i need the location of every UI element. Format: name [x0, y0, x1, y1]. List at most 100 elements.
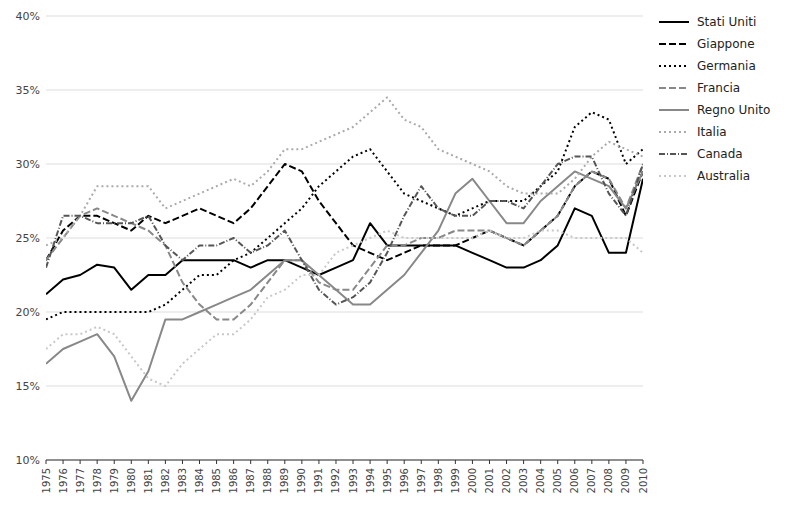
x-tick-label: 2009	[620, 468, 631, 493]
series-line	[46, 231, 643, 386]
x-tick	[250, 460, 251, 464]
x-tick	[80, 460, 81, 464]
y-tick-label: 10%	[16, 454, 40, 467]
x-tick	[421, 460, 422, 464]
x-tick-label: 1998	[433, 468, 444, 493]
x-tick-label: 1996	[399, 468, 410, 493]
grid-line	[46, 16, 643, 17]
x-tick	[574, 460, 575, 464]
x-tick	[284, 460, 285, 464]
x-tick	[131, 460, 132, 464]
legend-label: Germania	[697, 59, 756, 73]
x-tick-label: 2001	[484, 468, 495, 493]
x-tick-label: 1990	[296, 468, 307, 493]
legend-label: Francia	[697, 81, 740, 95]
x-tick-label: 1980	[126, 468, 137, 493]
x-tick	[165, 460, 166, 464]
series-line	[46, 179, 643, 294]
x-tick	[370, 460, 371, 464]
x-tick	[506, 460, 507, 464]
x-tick-label: 2002	[501, 468, 512, 493]
x-tick	[199, 460, 200, 464]
x-tick-label: 1984	[194, 468, 205, 493]
x-tick	[301, 460, 302, 464]
x-tick-label: 1993	[348, 468, 359, 493]
x-tick	[46, 460, 47, 464]
x-tick	[114, 460, 115, 464]
legend-label: Stati Uniti	[697, 15, 756, 29]
x-tick	[404, 460, 405, 464]
x-tick	[353, 460, 354, 464]
x-tick	[625, 460, 626, 464]
x-tick	[97, 460, 98, 464]
x-tick	[455, 460, 456, 464]
x-tick	[216, 460, 217, 464]
series-line	[46, 171, 643, 400]
x-tick	[63, 460, 64, 464]
grid-line	[46, 460, 643, 461]
x-tick-label: 1997	[416, 468, 427, 493]
x-tick-label: 1979	[109, 468, 120, 493]
y-axis: 10%15%20%25%30%35%40%	[16, 10, 643, 467]
lines	[46, 97, 643, 400]
grid-line	[46, 238, 643, 239]
x-tick	[233, 460, 234, 464]
grid-line	[46, 386, 643, 387]
x-tick	[591, 460, 592, 464]
x-tick-label: 2000	[467, 468, 478, 493]
legend-swatch	[659, 87, 689, 89]
chart: 10%15%20%25%30%35%40%1975197619771978197…	[0, 0, 793, 512]
x-tick	[182, 460, 183, 464]
legend-label: Italia	[697, 125, 727, 139]
x-tick-label: 1992	[330, 468, 341, 493]
x-axis: 1975 1976 1977 1978 1979 1980 1981 1982 1983 1984…	[41, 460, 649, 493]
x-tick	[472, 460, 473, 464]
x-tick	[267, 460, 268, 464]
y-tick-label: 15%	[16, 380, 40, 393]
x-tick-label: 1976	[58, 468, 69, 493]
x-tick	[557, 460, 558, 464]
x-tick-label: 1991	[313, 468, 324, 493]
y-tick-label: 40%	[16, 10, 40, 23]
x-tick	[438, 460, 439, 464]
legend-label: Australia	[697, 169, 750, 183]
series-line	[46, 112, 643, 319]
x-tick-label: 2006	[569, 468, 580, 493]
x-tick-label: 1977	[75, 468, 86, 493]
x-tick-label: 1982	[160, 468, 171, 493]
x-tick	[335, 460, 336, 464]
legend-swatch	[659, 131, 689, 133]
x-tick	[608, 460, 609, 464]
x-tick-label: 1987	[245, 468, 256, 493]
y-tick-label: 35%	[16, 84, 40, 97]
legend-swatch	[659, 21, 689, 23]
x-tick-label: 2010	[638, 468, 649, 493]
x-tick	[318, 460, 319, 464]
x-tick-label: 1978	[92, 468, 103, 493]
legend: Stati UnitiGiapponeGermaniaFranciaRegno …	[659, 15, 770, 183]
legend-label: Canada	[697, 147, 743, 161]
x-tick-label: 2008	[603, 468, 614, 493]
series-line	[46, 164, 643, 260]
x-tick-label: 1986	[228, 468, 239, 493]
y-tick-label: 30%	[16, 158, 40, 171]
y-tick-label: 20%	[16, 306, 40, 319]
x-tick-label: 1989	[279, 468, 290, 493]
x-tick	[540, 460, 541, 464]
x-axis-line	[46, 460, 643, 461]
legend-swatch	[659, 65, 689, 67]
x-tick-label: 1981	[143, 468, 154, 493]
x-tick	[387, 460, 388, 464]
x-tick	[523, 460, 524, 464]
x-tick-label: 2005	[552, 468, 563, 493]
legend-swatch	[659, 109, 689, 111]
x-tick-label: 2007	[586, 468, 597, 493]
legend-label: Giappone	[697, 37, 755, 51]
x-tick-label: 2004	[535, 468, 546, 493]
legend-swatch	[659, 43, 689, 45]
series-line	[46, 97, 643, 245]
x-tick-label: 1975	[41, 468, 52, 493]
legend-swatch	[659, 153, 689, 155]
x-tick-label: 1983	[177, 468, 188, 493]
grid-line	[46, 90, 643, 91]
